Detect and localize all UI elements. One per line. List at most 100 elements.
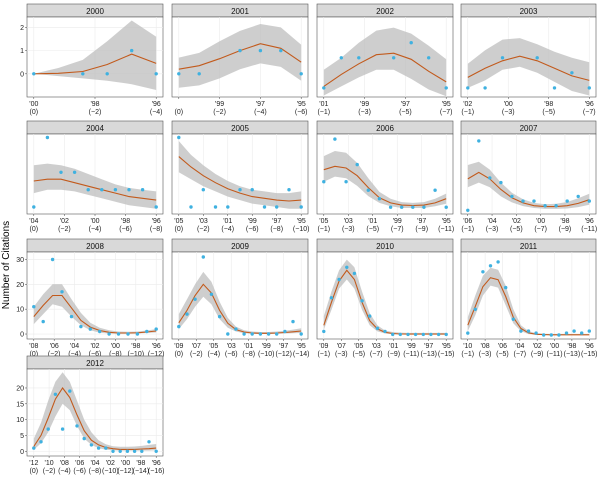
observed-point (201, 255, 205, 259)
confidence-band (323, 27, 447, 97)
observed-point (113, 188, 118, 192)
x-tick-label-year: '98 (136, 460, 145, 467)
panel-2004: 2004 '04(0) '02(−2) '00(−4) '98(−6) '96(−8) (26, 120, 164, 233)
observed-point (413, 332, 418, 337)
x-tick-label-offset: (−16) (148, 468, 165, 475)
fitted-line (33, 294, 157, 334)
observed-point (549, 333, 553, 337)
x-tick-label-offset: (−9) (559, 226, 572, 233)
x-tick-label-offset: (−7) (440, 109, 453, 116)
x-tick-label-year: '09 (319, 343, 328, 350)
x-tick-label-year: '05 (174, 218, 183, 225)
x-tick-label-year: '96 (152, 218, 161, 225)
observed-point (275, 205, 279, 209)
x-tick-label-year: '98 (544, 101, 553, 108)
observed-point (250, 188, 254, 192)
x-tick-label-offset: (0) (175, 226, 184, 233)
y-tick-label: 20 (16, 385, 24, 392)
observed-point (79, 324, 83, 329)
x-tick-label-year: '06 (498, 343, 507, 350)
x-tick-label-offset: (−9) (415, 226, 428, 233)
x-tick-label-year: '10 (45, 460, 54, 467)
x-tick-label-offset: (−5) (542, 109, 555, 116)
observed-point (154, 327, 158, 331)
x-tick-label-year: '00 (121, 460, 130, 467)
x-tick-label-offset: (−15) (438, 351, 455, 358)
observed-point (193, 297, 197, 301)
observed-point (177, 324, 181, 329)
y-tick-label: 15 (16, 401, 24, 408)
observed-point (565, 199, 569, 203)
observed-point (46, 427, 50, 431)
y-tick-label: 10 (16, 417, 24, 424)
panel-2002: 2002 '01(−1) '99(−3) '97(−5) '95(−7) (316, 3, 454, 116)
x-tick-label-year: '01 (319, 101, 328, 108)
x-tick-label-year: '00 (29, 101, 38, 108)
x-tick-label-offset: (0) (175, 109, 184, 116)
x-tick-label-offset: (−6) (119, 226, 132, 233)
observed-point (587, 199, 591, 203)
x-tick-label-year: '00 (536, 218, 545, 225)
x-tick-label-year: '99 (407, 343, 416, 350)
observed-point (105, 72, 109, 76)
x-tick-label-offset: (−4) (207, 351, 220, 358)
x-tick-label-offset: (−11) (547, 351, 563, 358)
x-tick-label-year: '96 (152, 460, 161, 467)
x-tick-label-year: '04 (70, 343, 79, 350)
observed-point (287, 188, 291, 192)
x-tick-label-year: '05 (209, 343, 218, 350)
fitted-line (467, 55, 590, 81)
x-tick-label-year: '03 (372, 343, 381, 350)
observed-point (177, 135, 181, 140)
fitted-line (33, 178, 157, 201)
x-tick-label-year: '12 (29, 460, 38, 467)
x-tick-label-offset: (−10) (293, 226, 310, 233)
x-tick-label-offset: (0) (30, 226, 39, 233)
x-tick-label-offset: (−3) (342, 226, 355, 233)
observed-point (488, 176, 492, 180)
x-tick-label-offset: (0) (30, 109, 39, 116)
observed-point (147, 440, 151, 444)
x-tick-label-year: '97 (256, 101, 265, 108)
observed-point (339, 56, 343, 60)
x-tick-label-offset: (−14) (293, 351, 310, 358)
observed-point (59, 170, 63, 174)
x-tick-label-offset: (−4) (68, 351, 81, 358)
x-tick-label-year: '97 (401, 101, 410, 108)
x-tick-label-offset: (−11) (438, 226, 454, 233)
x-tick-label-offset: (−2) (48, 351, 61, 358)
panel-2008: 2008 0 10 20 30 '08(0) '06(−2) '04(−4) '02(−6) '0… (16, 238, 164, 358)
observed-point (580, 331, 584, 335)
x-tick-label-offset: (−4) (150, 109, 163, 116)
x-tick-label-offset: (−2) (89, 109, 102, 116)
observed-point (197, 72, 201, 76)
observed-point (104, 446, 108, 450)
x-tick-label-year: '01 (244, 343, 253, 350)
x-tick-label-year: '04 (487, 218, 496, 225)
observed-point (576, 194, 580, 199)
observed-point (125, 449, 130, 453)
x-tick-label-offset: (−7) (370, 351, 383, 358)
x-tick-label-year: '07 (337, 343, 346, 350)
x-tick-label-offset: (−4) (221, 226, 234, 233)
observed-point (322, 180, 326, 184)
panel-title: 2011 (520, 242, 538, 251)
panel-title: 2003 (520, 7, 538, 16)
x-tick-label-year: '96 (585, 218, 594, 225)
observed-point (543, 204, 547, 208)
x-tick-label-year: '97 (417, 218, 426, 225)
panel-title: 2001 (231, 7, 249, 16)
observed-point (466, 208, 470, 212)
observed-point (145, 329, 149, 334)
x-tick-label-offset: (−12) (117, 468, 134, 475)
observed-point (510, 194, 514, 199)
y-tick-label: 2 (20, 25, 24, 32)
x-tick-label-offset: (−13) (420, 351, 437, 358)
x-tick-label-year: '98 (121, 218, 130, 225)
observed-point (429, 332, 433, 337)
x-tick-label-year: '99 (360, 101, 369, 108)
x-tick-label-year: '02 (533, 343, 542, 350)
observed-point (130, 48, 134, 53)
panel-title: 2010 (376, 242, 394, 251)
